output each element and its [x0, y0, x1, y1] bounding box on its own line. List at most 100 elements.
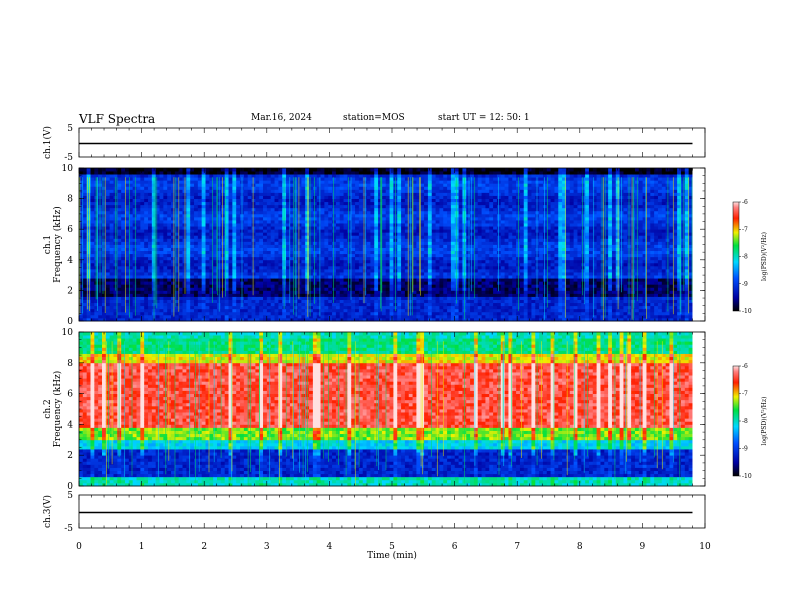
spectrogram-cell [228, 201, 233, 206]
spectrogram-cell [236, 238, 241, 242]
spectrogram-cell [224, 296, 229, 300]
spectrogram-cell [94, 244, 99, 248]
spectrogram-cell [243, 299, 249, 304]
spectrogram-cell [351, 171, 356, 175]
spectrogram-cell [324, 210, 329, 215]
spectrogram-cell [251, 247, 256, 252]
spectrogram-cell [155, 226, 160, 230]
spectrogram-cell [343, 220, 348, 224]
spectrogram-cell [159, 278, 164, 282]
spectrogram-cell [90, 250, 95, 255]
spectrogram-cell [171, 213, 176, 218]
spectrogram-cell [286, 284, 291, 288]
spectrogram-cell [144, 275, 149, 279]
spectrogram-cell [209, 216, 214, 221]
spectrogram-cell [312, 201, 318, 206]
spectrogram-cell [182, 256, 187, 261]
spectrogram-cell [420, 250, 425, 255]
spectrogram-cell [113, 168, 118, 172]
spectrogram-cell [297, 250, 302, 255]
spectrogram-cell [105, 186, 111, 190]
spectrogram-cell [148, 287, 153, 291]
spectrogram-cell [136, 265, 141, 270]
spectrogram-cell [458, 244, 463, 248]
spectrogram-cell [274, 284, 279, 288]
spectrogram-cell [232, 259, 237, 264]
spectrogram-cell [401, 253, 406, 258]
spectrogram-cell [243, 259, 249, 264]
spectrogram-cell [109, 232, 114, 236]
spectrogram-cell [125, 189, 130, 193]
spectrogram-cell [117, 305, 122, 310]
spectrogram-cell [197, 186, 203, 190]
spectrogram-cell [305, 204, 310, 209]
spectrogram-cell [454, 168, 459, 172]
spectrogram-cell [332, 201, 337, 206]
spectrogram-cell [381, 253, 387, 258]
spectrogram-cell [316, 317, 321, 322]
spectrogram-cell [401, 183, 406, 187]
spectrogram-cell [132, 241, 137, 245]
spectrogram-cell [401, 207, 406, 212]
spectrogram-cell [186, 281, 191, 285]
spectrogram-cell [366, 183, 371, 187]
spectrogram-cell [312, 171, 318, 175]
spectrogram-cell [263, 259, 268, 264]
spectrogram-cell [178, 253, 183, 258]
spectrogram-cell [255, 253, 260, 258]
spectrogram-cell [102, 299, 107, 304]
spectrogram-cell [343, 265, 348, 270]
spectrogram-cell [305, 201, 310, 206]
spectrogram-cell [232, 198, 237, 203]
spectrogram-cell [140, 293, 145, 297]
spectrogram-cell [270, 174, 275, 178]
spectrogram-cell [132, 186, 137, 190]
spectrogram-cell [416, 278, 421, 282]
spectrogram-cell [312, 302, 318, 307]
spectrogram-cell [163, 195, 168, 199]
spectrogram-cell [171, 247, 176, 252]
spectrogram-cell [117, 290, 122, 294]
spectrogram-cell [94, 247, 99, 252]
spectrogram-cell [420, 302, 425, 307]
spectrogram-cell [435, 268, 440, 273]
spectrogram-cell [358, 272, 364, 276]
spectrogram-cell [404, 192, 410, 196]
spectrogram-cell [458, 305, 463, 310]
spectrogram-cell [358, 232, 364, 236]
spectrogram-cell [132, 284, 137, 288]
spectrogram-cell [324, 168, 329, 172]
spectrogram-cell [136, 174, 141, 178]
spectrogram-cell [144, 272, 149, 276]
spectrogram-cell [416, 250, 421, 255]
spectrogram-cell [374, 253, 379, 258]
spectrogram-cell [378, 168, 383, 172]
spectrogram-cell [82, 223, 88, 227]
spectrogram-cell [424, 302, 429, 307]
spectrogram-cell [343, 235, 348, 239]
spectrogram-cell [132, 305, 137, 310]
spectrogram-cell [90, 314, 95, 319]
spectrogram-cell [90, 220, 95, 224]
spectrogram-cell [401, 311, 406, 316]
spectrogram-cell [136, 189, 141, 193]
spectrogram-cell [163, 226, 168, 230]
spectrogram-cell [190, 253, 195, 258]
spectrogram-cell [255, 278, 260, 282]
spectrogram-cell [109, 311, 114, 316]
spectrogram-cell [301, 232, 306, 236]
spectrogram-cell [370, 186, 375, 190]
spectrogram-cell [167, 253, 172, 258]
spectrogram-cell [213, 268, 218, 273]
spectrogram-cell [213, 226, 218, 230]
spectrogram-cell [274, 317, 279, 322]
spectrogram-cell [366, 253, 371, 258]
spectrogram-cell [450, 177, 456, 181]
spectrogram-cell [236, 247, 241, 252]
spectrogram-cell [381, 256, 387, 261]
spectrogram-cell [274, 241, 279, 245]
spectrogram-cell [182, 299, 187, 304]
spectrogram-cell [443, 223, 448, 227]
spectrogram-cell [197, 204, 203, 209]
spectrogram-cell [121, 241, 126, 245]
